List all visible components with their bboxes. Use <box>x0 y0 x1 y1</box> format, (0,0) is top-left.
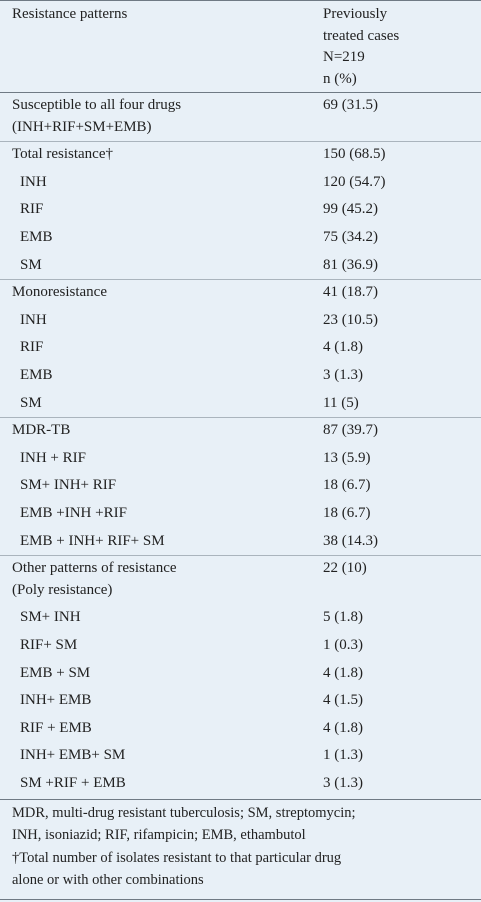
item-label: INH + RIF <box>20 449 86 466</box>
header-cell: N=219 <box>323 49 365 66</box>
item-label: EMB <box>20 229 53 245</box>
header-cell: Resistance patterns <box>12 6 128 22</box>
group-value: 69 (31.5) <box>323 97 378 113</box>
item-value: 99 (45.2) <box>323 201 378 218</box>
footnote: MDR, multi-drug resistant tuberculosis; … <box>12 804 356 821</box>
item-value: 18 (6.7) <box>323 477 371 494</box>
header-cell: Previously <box>323 6 388 22</box>
item-value: 1 (1.3) <box>323 747 363 764</box>
item-value: 4 (1.8) <box>323 339 363 356</box>
footnote: alone or with other combinations <box>12 872 204 889</box>
footnote: †Total number of isolates resistant to t… <box>12 849 342 866</box>
item-label: SM+ INH+ RIF <box>20 477 117 494</box>
item-value: 38 (14.3) <box>323 532 378 549</box>
item-label: RIF <box>20 201 44 218</box>
item-value: 4 (1.8) <box>323 719 363 736</box>
group-label: Total resistance† <box>12 146 113 163</box>
header-cell: n (%) <box>323 70 357 87</box>
item-label: SM <box>20 256 42 273</box>
item-value: 18 (6.7) <box>323 505 371 521</box>
item-label: EMB +INH +RIF <box>20 505 127 521</box>
bottom-rule <box>0 899 481 900</box>
item-label: SM+ INH <box>20 609 81 626</box>
group-value: 150 (68.5) <box>323 146 386 163</box>
item-label: INH <box>20 311 47 328</box>
item-label: RIF + EMB <box>20 719 92 736</box>
item-value: 3 (1.3) <box>323 367 363 383</box>
item-label: RIF+ SM <box>20 637 78 653</box>
group-rule <box>0 417 481 419</box>
group-rule <box>0 555 481 557</box>
top-rule <box>0 0 481 1</box>
item-label: EMB <box>20 367 53 383</box>
group-label: Susceptible to all four drugs <box>12 97 182 113</box>
group-value: 22 (10) <box>323 560 367 577</box>
item-label: INH+ EMB <box>20 692 92 709</box>
footnote: INH, isoniazid; RIF, rifampicin; EMB, et… <box>12 827 306 844</box>
item-label: EMB + INH+ RIF+ SM <box>20 532 165 549</box>
group-rule <box>0 279 481 281</box>
item-value: 13 (5.9) <box>323 449 371 466</box>
group-label: (Poly resistance) <box>12 581 113 598</box>
item-label: INH+ EMB+ SM <box>20 747 126 764</box>
item-value: 1 (0.3) <box>323 637 363 653</box>
header-cell: treated cases <box>323 27 400 44</box>
group-label: MDR-TB <box>12 422 71 439</box>
header-rule <box>0 92 481 93</box>
item-value: 75 (34.2) <box>323 229 378 245</box>
item-value: 4 (1.5) <box>323 692 363 709</box>
item-label: INH <box>20 173 47 190</box>
item-value: 81 (36.9) <box>323 256 378 273</box>
group-rule <box>0 141 481 143</box>
item-value: 5 (1.8) <box>323 609 363 626</box>
group-value: 41 (18.7) <box>323 284 378 301</box>
item-value: 23 (10.5) <box>323 311 378 328</box>
item-label: EMB + SM <box>20 664 91 681</box>
item-value: 11 (5) <box>323 394 359 411</box>
item-value: 3 (1.3) <box>323 775 363 791</box>
item-value: 120 (54.7) <box>323 173 386 190</box>
item-label: SM <box>20 394 42 411</box>
group-label: Other patterns of resistance <box>12 560 177 577</box>
item-label: SM +RIF + EMB <box>20 775 126 791</box>
item-label: RIF <box>20 339 44 356</box>
footer-rule <box>0 798 481 800</box>
group-value: 87 (39.7) <box>323 422 378 439</box>
group-label: (INH+RIF+SM+EMB) <box>12 118 152 135</box>
item-value: 4 (1.8) <box>323 664 363 681</box>
group-label: Monoresistance <box>12 284 107 301</box>
